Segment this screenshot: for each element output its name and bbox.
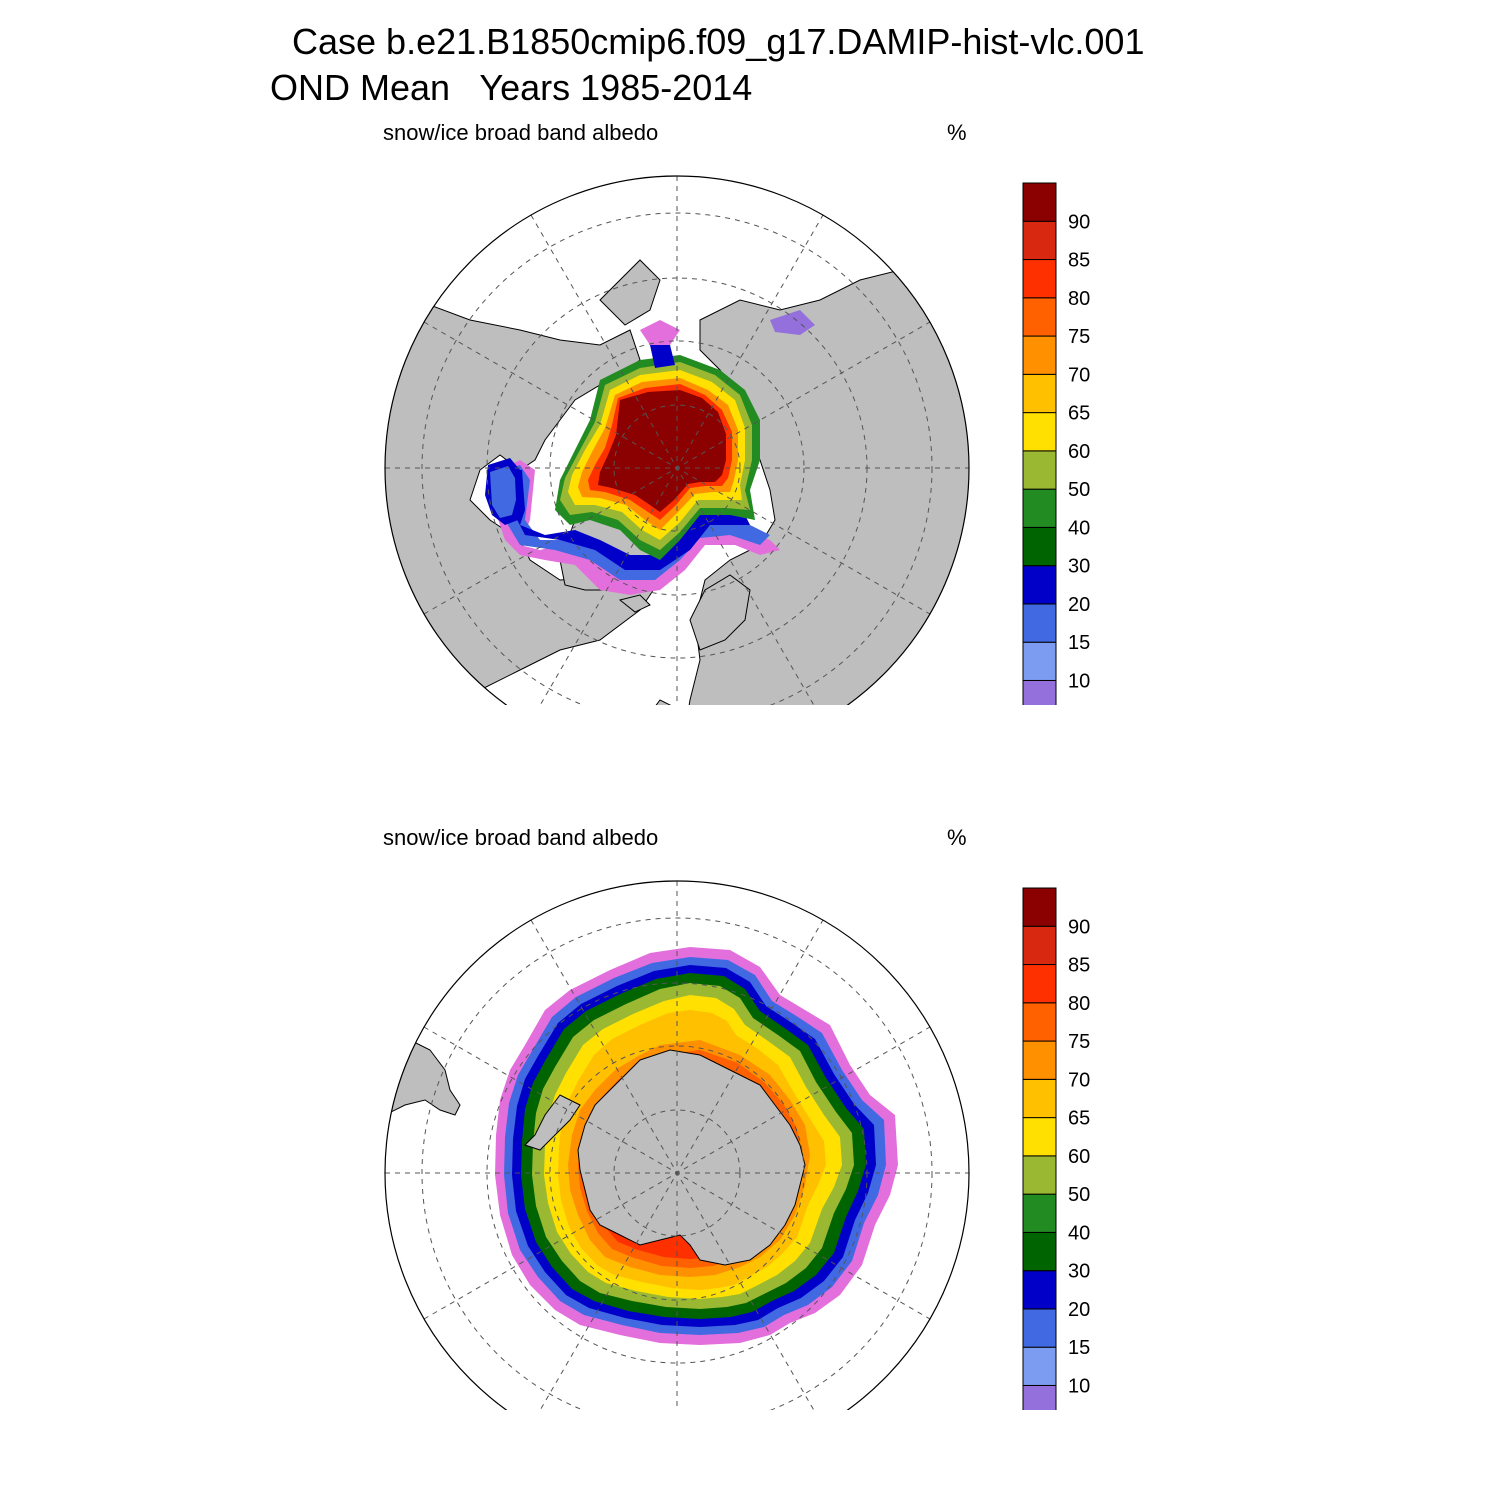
colorbar-swatch (1022, 526, 1057, 567)
south-map-boundary (384, 880, 970, 1410)
north-hemisphere-panel: snow/ice broad band albedo % (0, 0, 1500, 705)
colorbar-swatch (1022, 887, 1057, 927)
colorbar-tick-label: 10 (1068, 670, 1090, 692)
colorbar-tick-label: 30 (1068, 1261, 1090, 1283)
colorbar-tick-label: 90 (1068, 916, 1090, 938)
colorbar-swatch (1022, 1040, 1057, 1080)
colorbar-tick-label: 80 (1068, 993, 1090, 1015)
colorbar-tick-label: 70 (1068, 364, 1090, 386)
colorbar-swatch (1022, 259, 1057, 299)
antarctica-land (577, 1049, 806, 1266)
colorbar-tick-label: 40 (1068, 517, 1090, 539)
colorbar-swatch (1022, 373, 1057, 414)
colorbar-tick-label: 40 (1068, 1222, 1090, 1244)
colorbar-swatch (1022, 1117, 1057, 1157)
colorbar-swatch (1022, 565, 1057, 605)
colorbar-tick-label: 60 (1068, 1146, 1090, 1168)
colorbar-swatch (1022, 679, 1057, 705)
figure-title-line1: Case b.e21.B1850cmip6.f09_g17.DAMIP-hist… (292, 21, 1145, 62)
north-map-boundary (384, 175, 970, 705)
colorbar-swatch (1022, 925, 1057, 966)
colorbar-swatch (1022, 1308, 1057, 1348)
colorbar-tick-label: 70 (1068, 1069, 1090, 1091)
colorbar-swatch (1022, 220, 1057, 261)
colorbar-swatch (1022, 1155, 1057, 1195)
colorbar-swatch (1022, 641, 1057, 681)
colorbar-tick-label: 80 (1068, 288, 1090, 310)
colorbar-swatch (1022, 603, 1057, 643)
colorbar-tick-label: 20 (1068, 1299, 1090, 1321)
north-variable-label: snow/ice broad band albedo (383, 120, 659, 145)
colorbar-tick-label: 10 (1068, 1375, 1090, 1397)
colorbar-tick-label: 65 (1068, 1108, 1090, 1130)
colorbar-tick-label: 50 (1068, 1184, 1090, 1206)
colorbar-tick-label: 20 (1068, 594, 1090, 616)
colorbar-swatch (1022, 1193, 1057, 1233)
colorbar-tick-label: 50 (1068, 479, 1090, 501)
colorbar-tick-label: 90 (1068, 211, 1090, 233)
colorbar-swatch (1022, 1346, 1057, 1386)
colorbar-tick-label: 85 (1068, 250, 1090, 272)
colorbar-tick-label: 85 (1068, 955, 1090, 977)
north-grid (385, 176, 969, 705)
colorbar-swatch (1022, 1231, 1057, 1272)
colorbar-tick-label: 30 (1068, 556, 1090, 578)
colorbar-tick-label: 60 (1068, 441, 1090, 463)
colorbar-swatch (1022, 1002, 1057, 1042)
south-polar-map: 510152030405060657075808590 (384, 880, 1090, 1410)
colorbar-swatch (1022, 1270, 1057, 1310)
colorbar-swatch (1022, 412, 1057, 452)
colorbar-swatch (1022, 1384, 1057, 1410)
colorbar-tick-label: 75 (1068, 1031, 1090, 1053)
colorbar-swatch (1022, 297, 1057, 337)
south-units-label: % (947, 825, 967, 850)
colorbar-tick-label: 15 (1068, 632, 1090, 654)
figure-title-line2: OND Mean Years 1985-2014 (270, 67, 753, 108)
north-units-label: % (947, 120, 967, 145)
colorbar-tick-label: 65 (1068, 403, 1090, 425)
north-colorbar: 510152030405060657075808590 (1022, 182, 1090, 705)
south-variable-label: snow/ice broad band albedo (383, 825, 659, 850)
colorbar-swatch (1022, 488, 1057, 528)
colorbar-swatch (1022, 1078, 1057, 1119)
north-polar-map: 510152030405060657075808590 (384, 175, 1090, 705)
south-grid (385, 881, 969, 1410)
south-colorbar: 510152030405060657075808590 (1022, 887, 1090, 1410)
colorbar-tick-label: 15 (1068, 1337, 1090, 1359)
colorbar-swatch (1022, 335, 1057, 375)
colorbar-swatch (1022, 964, 1057, 1004)
south-hemisphere-panel: snow/ice broad band albedo % (0, 705, 1500, 1410)
colorbar-tick-label: 75 (1068, 326, 1090, 348)
colorbar-swatch (1022, 182, 1057, 222)
colorbar-swatch (1022, 450, 1057, 490)
